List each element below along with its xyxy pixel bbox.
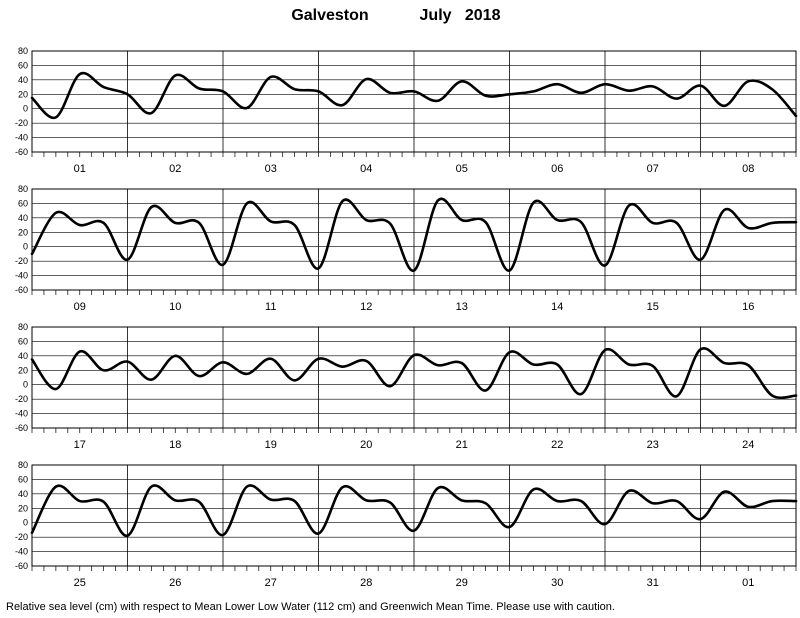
station-title: Galveston: [291, 7, 368, 24]
day-label: 22: [551, 439, 563, 451]
day-label: 13: [456, 301, 468, 313]
y-tick-label: 40: [18, 213, 28, 223]
footer-note: Relative sea level (cm) with respect to …: [6, 601, 615, 613]
day-label: 12: [360, 301, 372, 313]
day-label: 21: [456, 439, 468, 451]
y-tick-label: 0: [23, 380, 28, 390]
panels-group: 80 60 40 20 0 -20 -40 -60 01 02 03 04 05 06 07 08 80 60 40…: [15, 46, 798, 589]
panel-1: 80 60 40 20 0 -20 -40 -60 01 02 03 04 05 06 07 08: [15, 46, 798, 175]
day-label: 23: [647, 439, 659, 451]
y-tick-label: 80: [18, 184, 28, 194]
day-label: 28: [360, 577, 372, 589]
day-label: 14: [551, 301, 563, 313]
tide-line: [30, 197, 798, 272]
y-tick-label: -40: [15, 409, 28, 419]
day-label: 15: [647, 301, 659, 313]
y-tick-label: -20: [15, 118, 28, 128]
tide-line: [30, 346, 798, 400]
y-tick-label: 0: [23, 518, 28, 528]
day-label: 20: [360, 439, 372, 451]
day-label: 16: [742, 301, 754, 313]
day-label: 18: [169, 439, 181, 451]
panel-2: 80 60 40 20 0 -20 -40 -60 09 10 11 12 13 14 15 16: [15, 184, 798, 313]
day-label: 30: [551, 577, 563, 589]
y-tick-label: -60: [15, 285, 28, 295]
y-tick-label: -40: [15, 133, 28, 143]
y-tick-label: 60: [18, 60, 28, 70]
y-tick-label: 20: [18, 503, 28, 513]
y-tick-label: -40: [15, 547, 28, 557]
y-tick-label: -20: [15, 256, 28, 266]
day-label: 01: [74, 163, 86, 175]
y-tick-label: 60: [18, 474, 28, 484]
day-label: 19: [265, 439, 277, 451]
y-tick-label: 40: [18, 489, 28, 499]
day-label: 06: [551, 163, 563, 175]
day-label: 03: [265, 163, 277, 175]
y-tick-label: 20: [18, 89, 28, 99]
tide-line: [30, 484, 798, 537]
day-label: 09: [74, 301, 86, 313]
y-tick-label: -20: [15, 532, 28, 542]
day-label: 31: [647, 577, 659, 589]
y-tick-label: 40: [18, 351, 28, 361]
day-label: 01: [742, 577, 754, 589]
y-tick-label: 0: [23, 242, 28, 252]
y-tick-label: 60: [18, 336, 28, 346]
y-tick-label: -20: [15, 394, 28, 404]
panel-3: 80 60 40 20 0 -20 -40 -60 17 18 19 20 21 22 23 24: [15, 322, 798, 451]
day-label: 07: [647, 163, 659, 175]
day-label: 05: [456, 163, 468, 175]
day-label: 24: [742, 439, 754, 451]
y-tick-label: -60: [15, 423, 28, 433]
day-label: 29: [456, 577, 468, 589]
y-tick-label: 40: [18, 75, 28, 85]
tide-line: [30, 71, 798, 120]
day-label: 27: [265, 577, 277, 589]
day-label: 08: [742, 163, 754, 175]
y-tick-label: 80: [18, 322, 28, 332]
y-tick-label: 20: [18, 365, 28, 375]
y-tick-label: 80: [18, 46, 28, 56]
month-year-title: July 2018: [420, 7, 501, 24]
y-tick-label: 0: [23, 104, 28, 114]
y-tick-label: -60: [15, 561, 28, 571]
day-label: 25: [74, 577, 86, 589]
y-tick-label: -60: [15, 147, 28, 157]
day-label: 02: [169, 163, 181, 175]
y-tick-label: 60: [18, 198, 28, 208]
panel-4: 80 60 40 20 0 -20 -40 -60 25 26 27 28 29 30 31 01: [15, 460, 798, 589]
y-tick-label: 80: [18, 460, 28, 470]
day-label: 04: [360, 163, 372, 175]
day-label: 26: [169, 577, 181, 589]
y-tick-label: 20: [18, 227, 28, 237]
day-label: 11: [265, 301, 276, 313]
day-label: 17: [74, 439, 86, 451]
y-tick-label: -40: [15, 271, 28, 281]
day-label: 10: [169, 301, 181, 313]
